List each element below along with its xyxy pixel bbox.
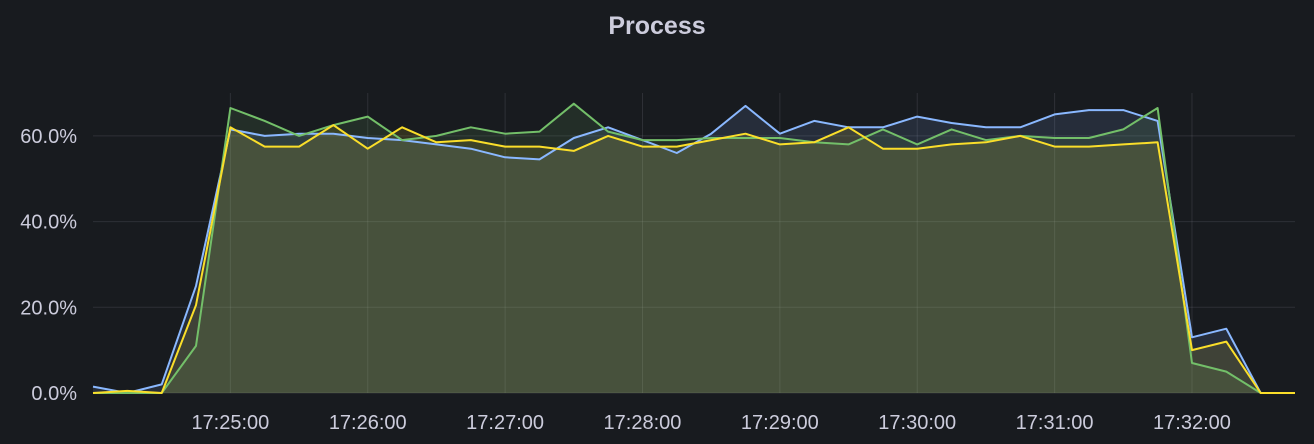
x-tick-label: 17:30:00 (878, 412, 956, 434)
x-tick-label: 17:25:00 (191, 412, 269, 434)
series-3-area (93, 125, 1295, 393)
x-tick-label: 17:27:00 (466, 412, 544, 434)
y-tick-label: 40.0% (20, 212, 77, 234)
y-tick-label: 20.0% (20, 297, 77, 319)
series-3-line (92, 124, 1295, 394)
x-tick-label: 17:31:00 (1016, 412, 1094, 434)
x-tick-label: 17:29:00 (741, 412, 819, 434)
y-tick-label: 0.0% (31, 383, 77, 405)
x-tick-label: 17:26:00 (329, 412, 407, 434)
series-1-area (93, 105, 1295, 394)
series-2-area (93, 103, 1295, 393)
y-tick-label: 60.0% (20, 126, 77, 148)
panel-title: Process (608, 12, 706, 40)
x-tick-label: 17:32:00 (1153, 412, 1231, 434)
series-2-line (93, 102, 1295, 394)
x-tick-label: 17:28:00 (604, 412, 682, 434)
